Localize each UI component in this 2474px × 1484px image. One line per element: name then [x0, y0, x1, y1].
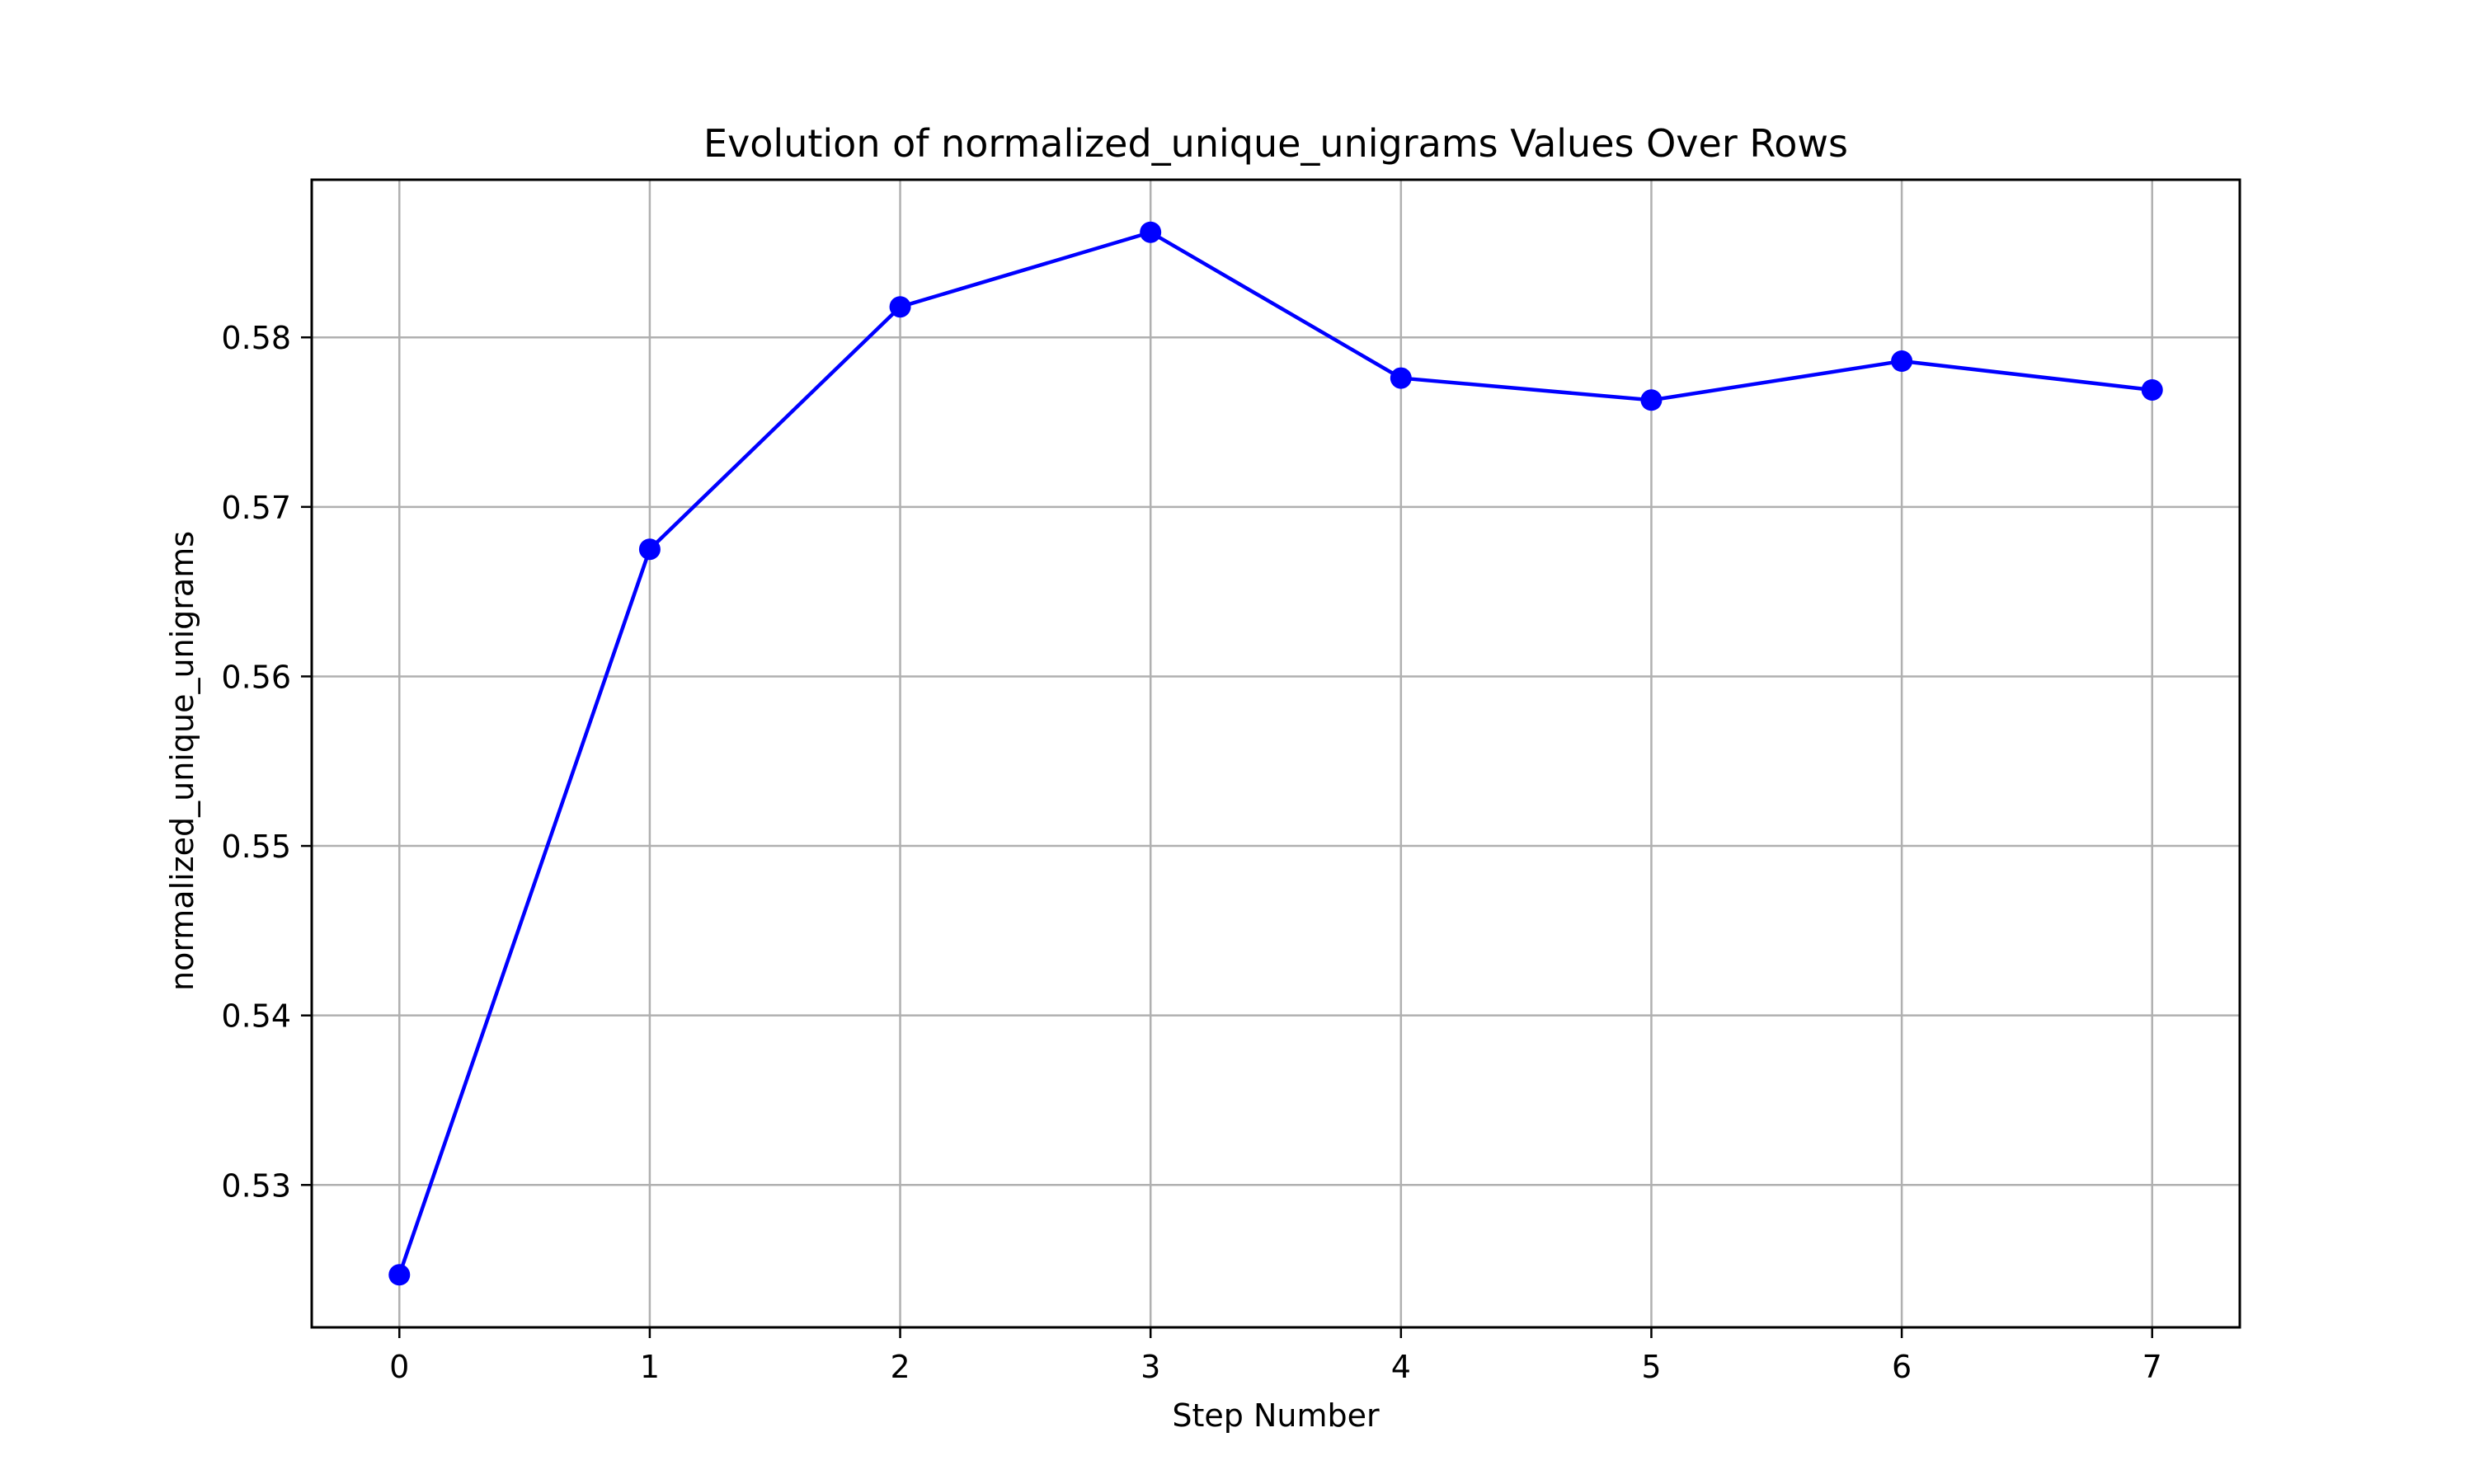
- x-tick-label: 4: [1391, 1349, 1411, 1385]
- y-tick-label: 0.54: [221, 998, 291, 1035]
- data-point: [889, 296, 911, 318]
- y-tick-label: 0.53: [221, 1167, 291, 1204]
- x-tick-label: 3: [1141, 1349, 1160, 1385]
- y-axis: 0.53 0.54 0.55 0.56 0.57 0.58: [221, 320, 312, 1204]
- data-point: [1390, 367, 1412, 389]
- y-tick-label: 0.58: [221, 320, 291, 356]
- x-axis: 0 1 2 3 4 5 6 7: [389, 1327, 2162, 1385]
- chart-title: Evolution of normalized_unique_unigrams …: [703, 121, 1848, 166]
- x-tick-label: 6: [1892, 1349, 1912, 1385]
- data-point: [388, 1264, 411, 1286]
- data-point: [638, 538, 661, 561]
- x-tick-label: 7: [2142, 1349, 2162, 1385]
- x-tick-label: 1: [640, 1349, 660, 1385]
- plot-frame: [310, 178, 2241, 1329]
- series-layer: [388, 221, 2163, 1286]
- data-point: [1140, 221, 1162, 243]
- y-axis-label: normalized_unique_unigrams: [164, 531, 200, 991]
- x-tick-label: 2: [890, 1349, 910, 1385]
- series-line: [397, 230, 2152, 1275]
- x-axis-label: Step Number: [1172, 1397, 1380, 1434]
- data-point: [1891, 350, 1913, 373]
- y-tick-label: 0.57: [221, 490, 291, 526]
- y-tick-label: 0.56: [221, 659, 291, 695]
- data-point: [1640, 389, 1663, 411]
- x-tick-label: 0: [389, 1349, 409, 1385]
- y-tick-label: 0.55: [221, 829, 291, 865]
- grid-lines: [312, 180, 2240, 1327]
- data-point: [2141, 378, 2163, 401]
- x-tick-label: 5: [1641, 1349, 1661, 1385]
